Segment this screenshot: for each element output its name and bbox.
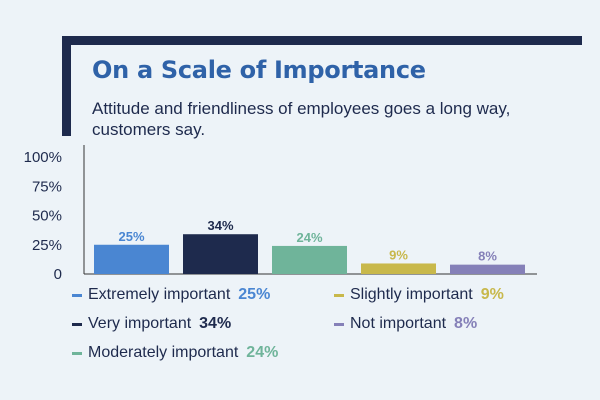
bar-value-label: 34% bbox=[207, 218, 233, 233]
bar-value-label: 24% bbox=[296, 230, 322, 245]
legend-item-extremely-important: Extremely important 25% bbox=[72, 286, 270, 304]
legend-value: 9% bbox=[480, 286, 504, 303]
legend-label: Slightly important bbox=[350, 286, 473, 303]
legend-item-very-important: Very important 34% bbox=[72, 315, 231, 333]
legend-swatch bbox=[72, 351, 82, 355]
y-tick-label: 100% bbox=[24, 149, 62, 166]
chart-subtitle: Attitude and friendliness of employees g… bbox=[92, 99, 511, 139]
legend-label: Very important bbox=[88, 315, 192, 332]
legend-item-not-important: Not important 8% bbox=[334, 315, 477, 333]
legend-value: 25% bbox=[238, 286, 271, 303]
legend-label: Moderately important bbox=[88, 344, 239, 361]
frame-border-top bbox=[62, 36, 582, 45]
legend-label: Extremely important bbox=[88, 286, 231, 303]
y-tick-label: 25% bbox=[32, 237, 62, 254]
chart-legend: Extremely important 25% Very important 3… bbox=[72, 286, 572, 370]
y-tick-label: 75% bbox=[32, 178, 62, 195]
legend-swatch bbox=[334, 322, 344, 326]
legend-value: 34% bbox=[199, 315, 232, 332]
legend-swatch bbox=[334, 293, 344, 297]
bar-value-label: 9% bbox=[389, 247, 408, 262]
bar-value-label: 25% bbox=[118, 229, 144, 244]
bar-extremely-important bbox=[94, 244, 169, 274]
bar-slightly-important bbox=[361, 263, 436, 274]
bar-value-label: 8% bbox=[478, 249, 497, 264]
legend-item-slightly-important: Slightly important 9% bbox=[334, 286, 504, 304]
legend-label: Not important bbox=[350, 315, 447, 332]
legend-swatch bbox=[72, 322, 82, 326]
bar-moderately-important bbox=[272, 245, 347, 274]
y-tick-label: 50% bbox=[32, 208, 62, 225]
legend-swatch bbox=[72, 293, 82, 297]
legend-value: 8% bbox=[454, 315, 478, 332]
legend-value: 24% bbox=[246, 344, 279, 361]
frame-border-left bbox=[62, 36, 71, 136]
bar-not-important bbox=[450, 264, 525, 274]
bar-very-important bbox=[183, 234, 258, 274]
legend-item-moderately-important: Moderately important 24% bbox=[72, 344, 278, 362]
chart-title: On a Scale of Importance bbox=[92, 56, 426, 84]
y-tick-label: 0 bbox=[54, 266, 62, 283]
